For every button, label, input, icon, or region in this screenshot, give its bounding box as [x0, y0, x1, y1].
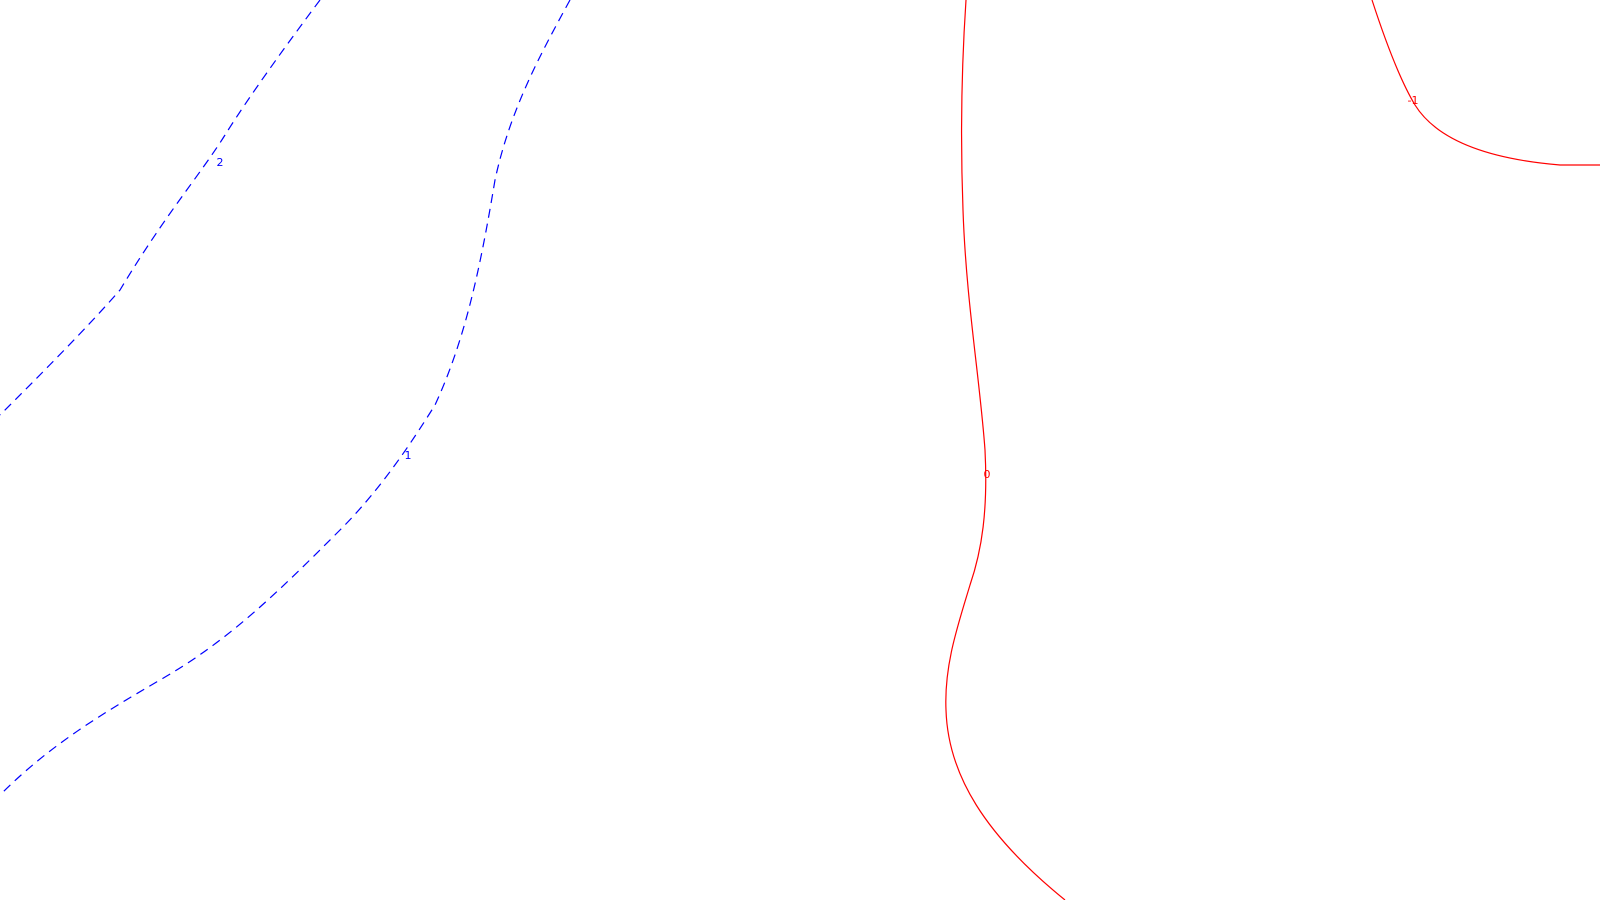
contour-line-0 — [945, 0, 1066, 900]
contour-label-0: 0 — [984, 468, 991, 481]
contour-label-neg1: -1 — [1408, 94, 1419, 107]
contour-line-1 — [0, 0, 571, 796]
contour-label-1: 1 — [405, 449, 412, 462]
contour-line-neg1 — [1371, 0, 1600, 166]
contour-label-2: 2 — [217, 156, 224, 169]
contour-line-2 — [0, 0, 321, 416]
